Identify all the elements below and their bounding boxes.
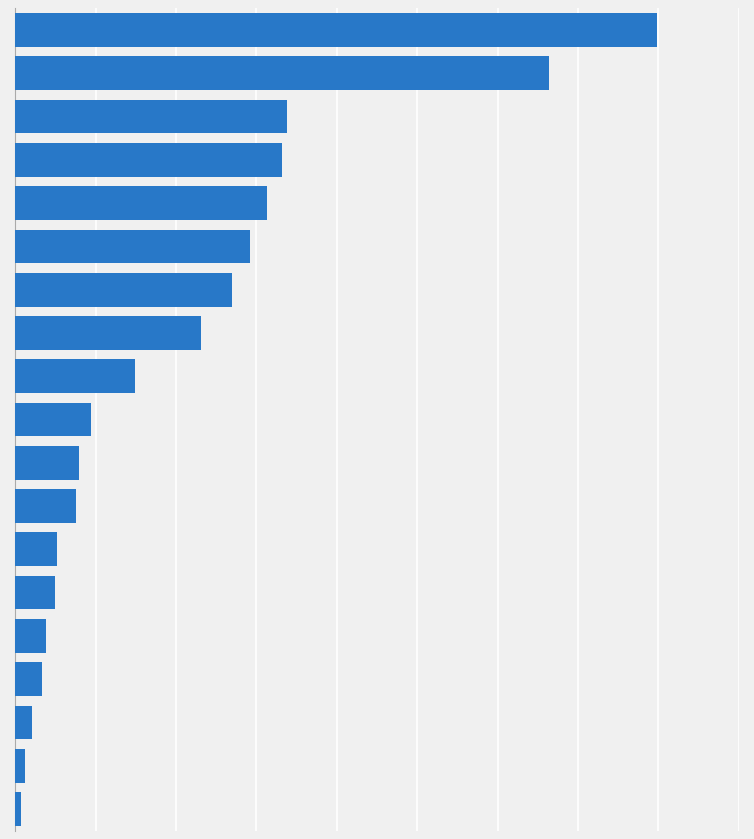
Bar <box>15 576 55 609</box>
Bar <box>15 662 42 696</box>
Bar <box>15 706 32 739</box>
Bar <box>15 56 549 90</box>
Bar <box>15 13 657 47</box>
Bar <box>15 533 57 566</box>
Bar <box>15 489 76 523</box>
Bar <box>15 749 25 783</box>
Bar <box>15 403 91 436</box>
Bar <box>15 100 287 133</box>
Bar <box>15 619 45 653</box>
Bar <box>15 359 135 393</box>
Bar <box>15 273 231 306</box>
Bar <box>15 316 201 350</box>
Bar <box>15 446 79 480</box>
Bar <box>15 186 267 220</box>
Bar <box>15 143 282 177</box>
Bar <box>15 230 250 263</box>
Bar <box>15 792 21 826</box>
